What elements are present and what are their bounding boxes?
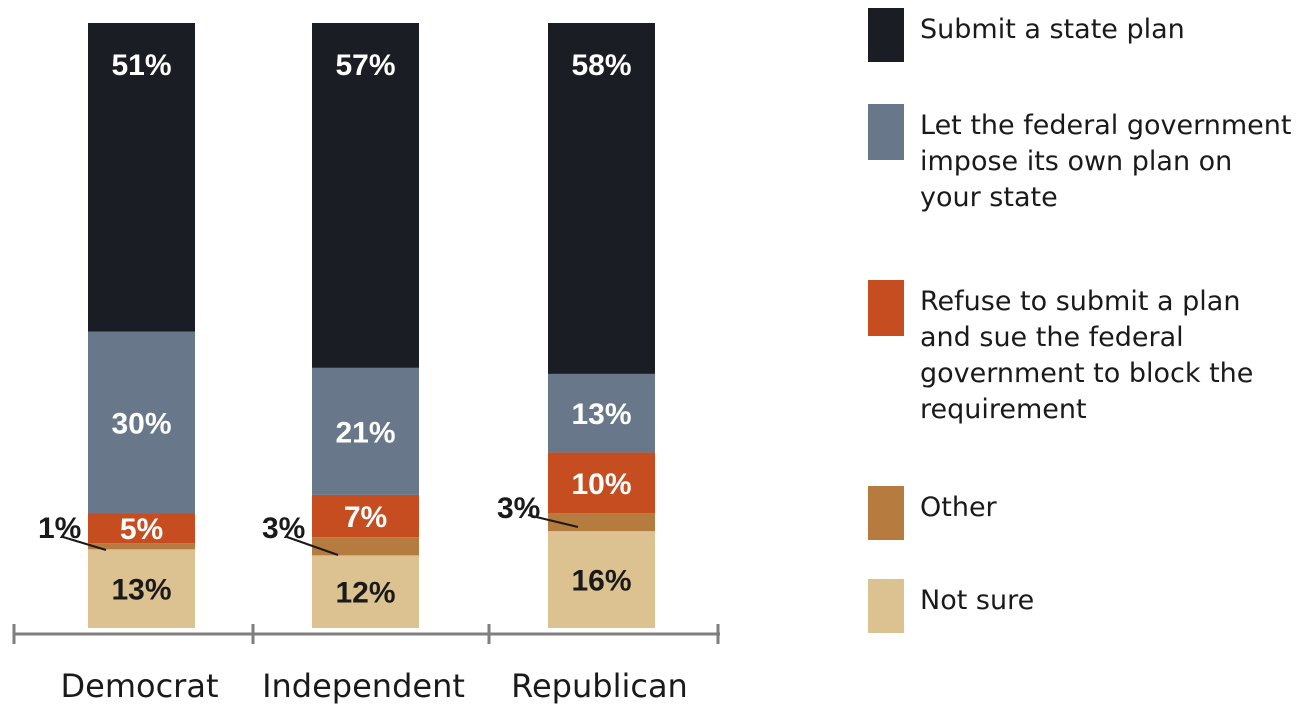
legend: Submit a state plan Let the federal gover… bbox=[868, 8, 1291, 633]
legend-swatch-submit-a-state-plan bbox=[868, 8, 904, 62]
data-label-democrat-refuse-to-submit-a-plan-: 5% bbox=[120, 513, 163, 546]
legend-label-other: Other bbox=[920, 492, 998, 523]
bar-democrat-let-the-federal-governme bbox=[88, 331, 195, 514]
bar-independent-refuse-to-submit-a-plan- bbox=[312, 494, 419, 538]
x-tick-label-republican: Republican bbox=[511, 667, 688, 705]
leader-line-independent bbox=[286, 536, 339, 556]
data-label-republican-let-the-federal-governme: 13% bbox=[571, 398, 631, 431]
bar-republican-refuse-to-submit-a-plan- bbox=[548, 452, 655, 514]
bar-democrat-submit-a-state-plan bbox=[88, 23, 195, 332]
legend-label-not-sure: Not sure bbox=[920, 585, 1034, 616]
bar-independent-submit-a-state-plan bbox=[312, 23, 419, 368]
bar-republican-submit-a-state-plan bbox=[548, 23, 655, 374]
bar-democrat-other bbox=[88, 543, 195, 550]
bar-independent-other bbox=[312, 537, 419, 556]
x-axis: Democrat Independent Republican bbox=[12, 624, 720, 705]
legend-swatch-not-sure bbox=[868, 579, 904, 633]
legend-label-let-the-federal-governme: Let the federal government impose its own… bbox=[920, 110, 1291, 213]
data-label-republican-submit-a-state-plan: 58% bbox=[571, 49, 631, 82]
x-tick-label-democrat: Democrat bbox=[61, 667, 219, 705]
data-label-independent-not-sure: 12% bbox=[335, 577, 395, 610]
bar-republican-not-sure bbox=[548, 531, 655, 628]
bar-democrat-not-sure bbox=[88, 549, 195, 628]
data-label-republican-not-sure: 16% bbox=[571, 565, 631, 598]
legend-swatch-refuse-to-submit-a-plan- bbox=[868, 280, 904, 336]
data-label-democrat-submit-a-state-plan: 51% bbox=[111, 49, 171, 82]
bars-group: 13% 5% 30% 51% 12% 7% 21% 57% 16% 10% 13% 58% bbox=[88, 23, 655, 628]
bar-independent-let-the-federal-governme bbox=[312, 367, 419, 495]
legend-swatch-let-the-federal-governme bbox=[868, 104, 904, 160]
data-label-republican-other: 3% bbox=[497, 492, 540, 525]
legend-swatch-other bbox=[868, 486, 904, 540]
legend-label-submit-a-state-plan: Submit a state plan bbox=[920, 14, 1185, 45]
leader-line-republican bbox=[527, 514, 579, 528]
bar-republican-other bbox=[548, 513, 655, 532]
data-label-independent-refuse-to-submit-a-plan-: 7% bbox=[344, 501, 387, 534]
data-label-republican-refuse-to-submit-a-plan-: 10% bbox=[571, 468, 631, 501]
bar-democrat-refuse-to-submit-a-plan- bbox=[88, 513, 195, 544]
data-label-democrat-not-sure: 13% bbox=[111, 574, 171, 607]
data-label-independent-let-the-federal-governme: 21% bbox=[335, 416, 395, 449]
bar-independent-not-sure bbox=[312, 555, 419, 628]
leader-line-democrat bbox=[62, 536, 107, 551]
data-label-independent-other: 3% bbox=[262, 512, 305, 545]
callouts-group: 1% 3% 3% bbox=[38, 492, 579, 556]
legend-label-refuse-to-submit-a-plan-: Refuse to submit a plan and sue the feder… bbox=[920, 286, 1253, 425]
data-label-democrat-let-the-federal-governme: 30% bbox=[111, 407, 171, 440]
data-label-independent-submit-a-state-plan: 57% bbox=[335, 49, 395, 82]
data-label-democrat-other: 1% bbox=[38, 512, 81, 545]
bar-republican-let-the-federal-governme bbox=[548, 373, 655, 453]
x-tick-label-independent: Independent bbox=[262, 667, 465, 705]
